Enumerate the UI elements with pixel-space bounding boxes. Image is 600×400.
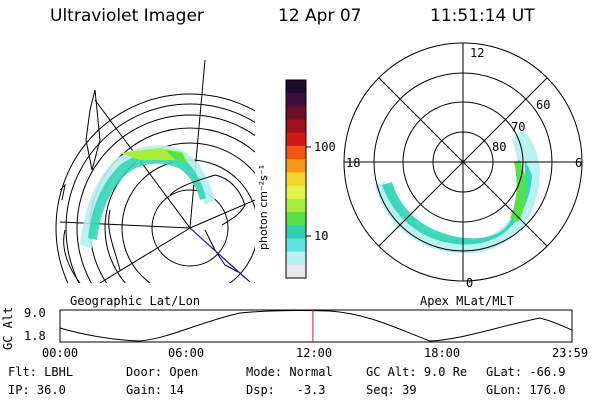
colorbar-segment (286, 251, 306, 266)
meridian (189, 199, 255, 229)
x-tick-1200: 12:00 (296, 346, 333, 360)
status-gain: Gain: 14 (126, 383, 184, 397)
x-tick-2359: 23:59 (552, 346, 589, 360)
colorbar-tick-100: 100 (314, 140, 336, 154)
colorbar-segment (286, 185, 306, 200)
status-seq: Seq: 39 (366, 383, 417, 397)
lat-circle (55, 93, 255, 283)
x-tick-1800: 18:00 (424, 346, 461, 360)
lat-circle (76, 114, 255, 283)
instrument-title: Ultraviolet Imager (50, 6, 204, 26)
colorbar-segment (286, 172, 306, 187)
magnetic-panel-label: Apex MLat/MLT (420, 294, 514, 308)
colorbar-unit-label: photon cm⁻²s⁻¹ (257, 164, 270, 250)
mlt-label-0: 0 (466, 276, 474, 290)
magnetic-polar-plot (343, 42, 583, 282)
altitude-ytick-1.8: 1.8 (24, 329, 46, 343)
aurora-emission (80, 145, 215, 248)
meridian (189, 59, 206, 229)
altitude-ytick-9: 9.0 (24, 306, 46, 320)
mlt-label-12: 12 (470, 46, 485, 60)
altitude-curve (59, 309, 573, 342)
status-flt: Flt: LBHL (8, 365, 74, 379)
terminator-line (189, 227, 246, 279)
status-glat: GLat: -66.9 (486, 365, 566, 379)
colorbar-segment (286, 106, 306, 121)
x-tick-0000: 00:00 (42, 346, 79, 360)
mlt-diagonal (378, 77, 548, 247)
mlt-label-6: 6 (575, 156, 583, 170)
colorbar-segment (286, 119, 306, 134)
colorbar-segment (286, 80, 306, 94)
status-glon: GLon: 176.0 (486, 383, 566, 397)
status-gc-alt: GC Alt: 9.0 Re (366, 365, 468, 379)
colorbar-segment (286, 146, 306, 160)
status-mode: Mode: Normal (246, 365, 333, 379)
time-label: 11:51:14 UT (430, 6, 535, 26)
lat-circle (65, 103, 255, 283)
coastline (63, 229, 81, 283)
colorbar-segment (286, 93, 306, 107)
colorbar-segment (286, 225, 306, 239)
status-ip: IP: 36.0 (8, 383, 66, 397)
coastline (59, 183, 66, 201)
meridian (59, 221, 191, 229)
x-tick-0600: 06:00 (168, 346, 205, 360)
coastline (204, 229, 239, 273)
colorbar-segment (286, 132, 306, 147)
colorbar-frame (285, 79, 307, 279)
lat-circle (104, 142, 255, 283)
colorbar-tick-10: 10 (314, 229, 329, 243)
coastline (108, 209, 121, 271)
colorbar-segment (286, 238, 306, 253)
lat-circle (151, 189, 229, 267)
status-door: Door: Open (126, 365, 199, 379)
date-label: 12 Apr 07 (278, 6, 362, 26)
altitude-ylabel: GC Alt (1, 306, 15, 350)
colorbar (286, 80, 306, 279)
altitude-plot-frame (59, 309, 573, 343)
mlt-label-18: 18 (346, 156, 361, 170)
status-dsp: Dsp: -3.3 (246, 383, 326, 397)
coastline (169, 174, 246, 226)
meridian (99, 227, 191, 283)
colorbar-segment (286, 212, 306, 226)
colorbar-segment (286, 198, 306, 213)
colorbar-segment (286, 264, 306, 279)
mlat-label-80: 80 (492, 140, 507, 154)
coastline (85, 89, 101, 171)
mlat-label-60: 60 (536, 98, 551, 112)
mlat-label-70: 70 (511, 120, 526, 134)
geographic-panel-label: Geographic Lat/Lon (70, 294, 201, 308)
colorbar-segment (286, 159, 306, 173)
